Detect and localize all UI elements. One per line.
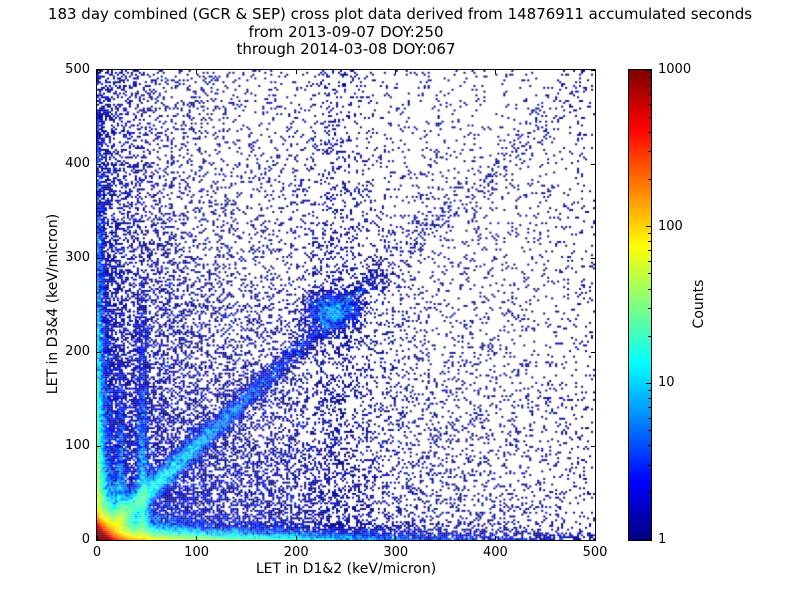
colorbar-minor-tick-mark — [648, 93, 651, 95]
y-tick-mark — [591, 163, 595, 165]
colorbar-minor-tick-mark — [648, 241, 651, 243]
x-tick-mark — [295, 70, 297, 74]
colorbar-minor-tick-mark — [648, 288, 651, 290]
y-tick-mark — [591, 69, 595, 71]
colorbar-tick-label: 1 — [658, 532, 667, 547]
colorbar-minor-tick-mark — [648, 233, 651, 235]
colorbar-minor-tick-mark — [648, 335, 651, 337]
colorbar-tick-mark — [646, 70, 651, 71]
colorbar-tick-mark — [646, 382, 651, 384]
x-tick-mark — [295, 536, 297, 540]
y-tick-mark — [97, 445, 101, 447]
colorbar-tick-label: 100 — [658, 218, 683, 234]
y-tick-mark — [97, 163, 101, 165]
colorbar-tick-mark — [646, 539, 651, 540]
x-tick-mark — [395, 70, 397, 74]
y-tick-mark — [97, 351, 101, 353]
colorbar-minor-tick-mark — [648, 250, 651, 252]
colorbar-minor-tick-mark — [648, 464, 651, 466]
x-tick-mark — [196, 70, 198, 74]
y-tick-label: 200 — [65, 344, 90, 359]
colorbar-minor-tick-mark — [648, 104, 651, 106]
chart-subtitle-through: through 2014-03-08 DOY:067 — [236, 40, 456, 58]
colorbar-tick-label: 10 — [658, 375, 675, 391]
colorbar-minor-tick-mark — [648, 260, 651, 262]
y-tick-label: 300 — [65, 250, 90, 265]
y-tick-mark — [97, 539, 101, 541]
x-tick-label: 300 — [383, 545, 409, 560]
colorbar-minor-tick-mark — [648, 390, 651, 391]
y-axis-label: LET in D3&4 (keV/micron) — [45, 213, 61, 395]
plot-area — [96, 69, 596, 541]
colorbar-minor-tick-mark — [648, 76, 651, 78]
x-tick-label: 200 — [283, 545, 309, 560]
chart-subtitle-from: from 2013-09-07 DOY:250 — [248, 23, 444, 41]
colorbar-label: Counts — [691, 279, 707, 329]
colorbar-minor-tick-mark — [648, 116, 651, 118]
x-tick-mark — [594, 536, 596, 540]
y-tick-mark — [591, 445, 595, 447]
y-tick-label: 100 — [65, 438, 90, 453]
x-tick-label: 500 — [582, 545, 608, 560]
x-tick-mark — [196, 536, 198, 540]
y-tick-mark — [591, 257, 595, 259]
y-tick-label: 500 — [65, 62, 90, 77]
y-tick-label: 400 — [65, 156, 90, 171]
colorbar-tick-mark — [646, 226, 651, 228]
chart-title: 183 day combined (GCR & SEP) cross plot … — [47, 5, 753, 23]
colorbar-minor-tick-mark — [648, 492, 651, 494]
x-tick-mark — [494, 70, 496, 74]
x-tick-mark — [494, 536, 496, 540]
x-tick-mark — [594, 70, 596, 74]
colorbar-minor-tick-mark — [648, 398, 651, 400]
colorbar-minor-tick-mark — [648, 445, 651, 447]
x-tick-label: 0 — [92, 545, 102, 560]
colorbar-minor-tick-mark — [648, 407, 651, 409]
colorbar-minor-tick-mark — [648, 84, 651, 86]
y-tick-label: 0 — [81, 532, 90, 547]
colorbar-minor-tick-mark — [648, 308, 651, 310]
x-axis-label: LET in D1&2 (keV/micron) — [255, 561, 437, 577]
scatter-density-canvas — [97, 70, 595, 540]
y-tick-mark — [97, 257, 101, 259]
colorbar-minor-tick-mark — [648, 429, 651, 431]
x-tick-mark — [96, 70, 98, 74]
y-tick-mark — [591, 539, 595, 541]
colorbar-minor-tick-mark — [648, 417, 651, 419]
colorbar-minor-tick-mark — [648, 179, 651, 180]
colorbar-minor-tick-mark — [648, 273, 651, 275]
colorbar-tick-label: 1000 — [658, 62, 692, 77]
x-tick-label: 400 — [482, 545, 508, 560]
y-tick-mark — [97, 69, 101, 71]
colorbar-minor-tick-mark — [648, 131, 651, 133]
y-tick-mark — [591, 351, 595, 353]
colorbar-minor-tick-mark — [648, 151, 651, 153]
x-tick-label: 100 — [184, 545, 210, 560]
colorbar — [628, 69, 652, 541]
x-tick-mark — [395, 536, 397, 540]
x-tick-mark — [96, 536, 98, 540]
